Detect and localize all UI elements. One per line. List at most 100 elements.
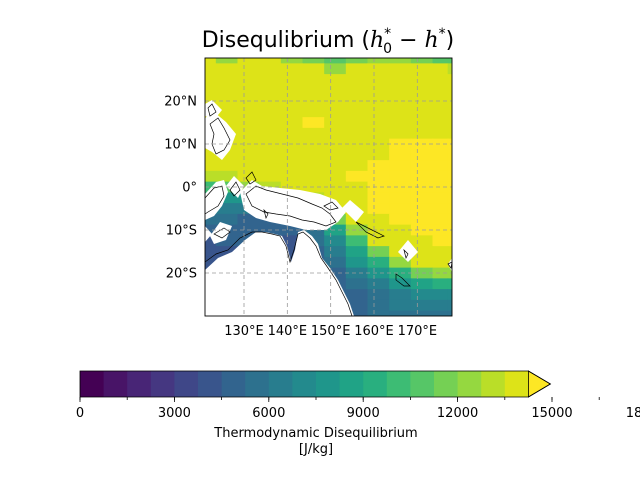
lon-tick-label: 150°E <box>311 324 351 339</box>
heatmap-cell <box>215 84 239 97</box>
heatmap-cell <box>447 224 452 236</box>
heatmap-cell <box>367 278 390 290</box>
heatmap-cell <box>205 58 217 64</box>
heatmap-cell <box>367 289 390 301</box>
heatmap-cell <box>367 181 390 193</box>
heatmap-cell <box>237 84 260 97</box>
heatmap-cell <box>205 149 217 161</box>
heatmap-cell <box>237 106 260 118</box>
heatmap-cell <box>237 117 260 129</box>
heatmap-cell <box>215 192 239 204</box>
heatmap-cell <box>302 127 325 140</box>
heatmap-cell <box>302 58 325 64</box>
heatmap-cell <box>259 84 282 97</box>
heatmap-cell <box>389 299 412 312</box>
heatmap-cell <box>410 235 434 247</box>
heatmap-cell <box>215 63 239 75</box>
map-frame <box>204 57 453 317</box>
heatmap-cell <box>345 246 369 258</box>
heatmap-cell <box>280 63 304 75</box>
heatmap-cell <box>432 127 449 140</box>
colorbar-segments <box>80 371 529 397</box>
coastline-solomons <box>355 221 385 239</box>
heatmap-cell <box>259 58 282 64</box>
coastline-new-caledonia <box>395 273 411 287</box>
heatmap-cell <box>345 160 369 172</box>
colorbar: 0 3000 6000 9000 12000 15000 18000 Thermodynam… <box>76 370 640 457</box>
heatmap-cell <box>447 95 452 107</box>
lon-tick-label: 140°E <box>268 324 308 339</box>
colorbar-segment <box>245 371 270 397</box>
colorbar-tick-label: 6000 <box>252 406 285 421</box>
heatmap-cell <box>324 84 347 97</box>
heatmap-cell <box>280 160 304 172</box>
heatmap-cell <box>237 213 260 226</box>
heatmap-cell <box>410 310 434 316</box>
heatmap-cell <box>447 138 452 150</box>
heatmap-cell <box>259 63 282 75</box>
colorbar-extend-arrow <box>528 370 552 398</box>
chart-title: Disequlibrium (h* 0 − h*) <box>202 26 455 57</box>
heatmap-cell <box>447 84 452 97</box>
heatmap-cell <box>410 117 434 129</box>
heatmap-cell <box>345 84 369 97</box>
heatmap-cell <box>389 289 412 301</box>
heatmap-cell <box>302 84 325 97</box>
heatmap-cell <box>410 224 434 236</box>
heatmap-cell <box>302 106 325 118</box>
heatmap-cell <box>432 299 449 312</box>
heatmap-cell <box>367 106 390 118</box>
heatmap-cell <box>205 235 217 247</box>
heatmap-cell <box>324 149 347 161</box>
heatmap-cell <box>205 213 217 226</box>
heatmap-cell <box>302 117 325 129</box>
colorbar-segment <box>457 371 482 397</box>
heatmap-cell <box>345 58 369 64</box>
heatmap-cell <box>345 310 369 316</box>
heatmap-cell <box>324 246 347 258</box>
heatmap-cell <box>432 149 449 161</box>
lat-tick-label: 20°N <box>164 95 197 110</box>
heatmap-cell <box>215 235 239 247</box>
heatmap-cell <box>205 84 217 97</box>
heatmap-cell <box>237 74 260 86</box>
heatmap-cell <box>280 106 304 118</box>
colorbar-segment <box>221 371 246 397</box>
timor-mask <box>210 222 232 244</box>
heatmap-cell <box>345 138 369 150</box>
coastline-taiwan <box>207 103 217 117</box>
gridlines <box>205 58 452 316</box>
colorbar-ticks: 0 3000 6000 9000 12000 15000 18000 <box>76 397 640 421</box>
heatmap-cell <box>367 213 390 226</box>
heatmap-cell <box>432 95 449 107</box>
colorbar-segment <box>504 371 529 397</box>
heatmap-cell <box>324 224 347 236</box>
heatmap-cell <box>324 235 347 247</box>
heatmap-cell <box>367 224 390 236</box>
heatmap-cell <box>280 149 304 161</box>
heatmap-cell <box>345 117 369 129</box>
heatmap-cell <box>432 138 449 150</box>
heatmap-cell <box>410 63 434 75</box>
heatmap-cell <box>345 267 369 279</box>
heatmap-cell <box>280 117 304 129</box>
lat-tick-label: 20°S <box>166 267 197 282</box>
heatmap-cell <box>345 299 369 312</box>
colorbar-segment <box>316 371 341 397</box>
heatmap-cell <box>432 160 449 172</box>
heatmap-cell <box>432 117 449 129</box>
heatmap-cell <box>367 95 390 107</box>
heatmap-cell <box>259 74 282 86</box>
heatmap-cell <box>205 181 217 193</box>
heatmap-cell <box>389 278 412 290</box>
colorbar-segment <box>363 371 388 397</box>
heatmap-cell <box>447 203 452 215</box>
heatmap-cell <box>215 246 239 258</box>
heatmap-cell <box>215 203 239 215</box>
colorbar-outline <box>79 370 552 398</box>
heatmap-cell <box>345 170 369 183</box>
heatmap-cell <box>432 84 449 97</box>
heatmap-cell <box>215 160 239 172</box>
lon-tick-label: 160°E <box>354 324 394 339</box>
heatmap-cell <box>215 117 239 129</box>
